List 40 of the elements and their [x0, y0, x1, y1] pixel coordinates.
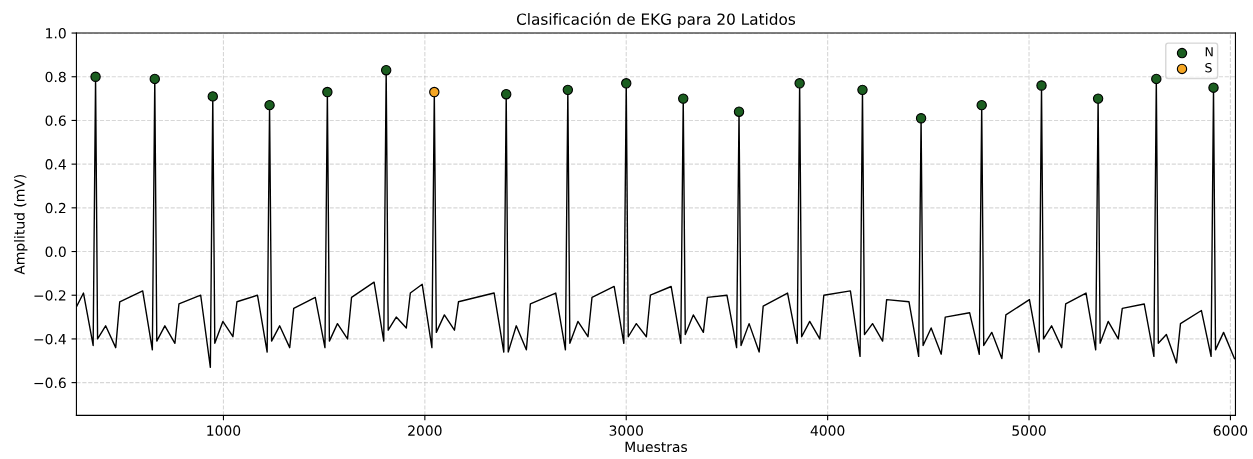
- point: [322, 86, 333, 98]
- point: [976, 99, 987, 111]
- y-tick-label: 0.4: [45, 159, 66, 170]
- y-tick-label: 0.0: [45, 246, 66, 258]
- point: [1151, 73, 1162, 85]
- point: [149, 73, 160, 85]
- point: [264, 99, 275, 111]
- legend-label: S: [1205, 62, 1212, 73]
- chart-title: Clasificación de EKG para 20 Latidos: [516, 12, 796, 28]
- x-tick-label: 2000: [408, 425, 442, 436]
- point: [1092, 93, 1104, 104]
- x-tick-label: 1000: [207, 425, 241, 436]
- legend-label: N: [1205, 47, 1213, 57]
- point: [733, 106, 745, 117]
- y-tick-label: 1.0: [46, 28, 66, 39]
- y-tick-label: −0.4: [34, 333, 66, 345]
- y-axis-title: Amplitud (mV): [13, 174, 28, 275]
- x-axis-title: Muestras: [625, 441, 687, 453]
- point: [794, 78, 805, 89]
- y-tick-label: 0.6: [45, 115, 66, 126]
- point: [429, 86, 440, 98]
- point: [562, 84, 574, 96]
- point: [207, 91, 218, 102]
- y-tick-label: 0.8: [45, 71, 66, 83]
- point: [90, 71, 101, 82]
- point: [621, 78, 632, 89]
- x-tick-label: 4000: [810, 425, 845, 436]
- point: [500, 89, 512, 100]
- x-tick-label: 3000: [609, 425, 643, 436]
- point: [1036, 80, 1047, 91]
- y-tick-label: −0.2: [34, 290, 66, 301]
- point: [1208, 82, 1219, 93]
- x-tick-label: 6000: [1213, 425, 1248, 436]
- point: [915, 113, 927, 124]
- point: [380, 64, 392, 76]
- x-tick-label: 5000: [1012, 425, 1046, 436]
- point: [857, 84, 868, 96]
- y-tick-label: 0.2: [45, 202, 66, 214]
- point: [678, 93, 689, 104]
- y-tick-label: −0.6: [34, 377, 66, 389]
